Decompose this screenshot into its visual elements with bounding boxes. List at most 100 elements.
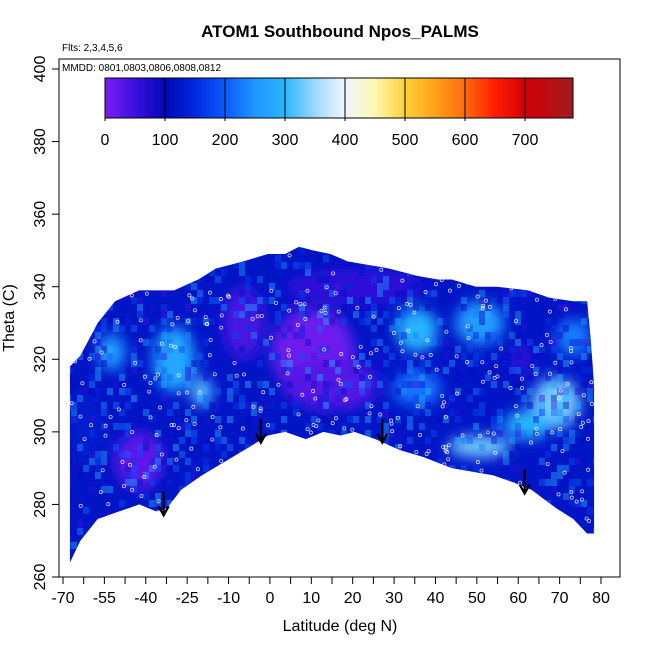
field-cell <box>383 311 389 318</box>
field-cell <box>215 248 221 255</box>
field-cell <box>185 479 191 486</box>
field-cell <box>479 479 485 486</box>
field-cell <box>377 283 383 290</box>
field-cell <box>71 255 77 262</box>
field-cell <box>479 493 485 500</box>
sample-marker <box>185 390 189 395</box>
field-cell <box>77 465 83 472</box>
field-cell <box>461 206 467 213</box>
field-cell <box>311 542 317 549</box>
field-cell <box>179 563 185 570</box>
field-cell <box>263 458 269 465</box>
field-cell <box>527 521 533 528</box>
field-cell <box>389 199 395 206</box>
sample-marker <box>130 430 135 434</box>
field-cell <box>71 451 77 458</box>
sample-marker <box>344 549 349 554</box>
field-cell <box>149 542 155 549</box>
field-cell <box>365 493 371 500</box>
sample-marker <box>249 525 254 530</box>
field-cell <box>353 227 359 234</box>
field-cell <box>299 234 305 241</box>
field-cell <box>365 262 371 269</box>
field-cell <box>59 521 65 528</box>
field-cell <box>503 213 509 220</box>
field-cell <box>167 549 173 556</box>
field-cell <box>95 528 101 535</box>
sample-marker <box>362 439 367 444</box>
field-cell <box>545 563 551 570</box>
field-cell <box>395 528 401 535</box>
field-cell <box>329 360 335 367</box>
field-cell <box>209 528 215 535</box>
field-cell <box>491 416 497 423</box>
field-cell <box>371 353 377 360</box>
field-cell <box>155 353 161 360</box>
field-cell <box>245 388 251 395</box>
field-cell <box>533 255 539 262</box>
field-cell <box>161 227 167 234</box>
sample-marker <box>333 291 338 296</box>
field-cell <box>557 206 563 213</box>
field-cell <box>395 318 401 325</box>
field-cell <box>329 381 335 388</box>
field-cell <box>101 458 107 465</box>
x-axis: -70 -55 -40 -25 -10 0 10 20 30 40 50 60 70 80 <box>51 576 620 607</box>
field-cell <box>581 353 587 360</box>
field-cell <box>431 493 437 500</box>
field-cell <box>401 311 407 318</box>
field-cell <box>527 535 533 542</box>
field-cell <box>365 437 371 444</box>
field-cell <box>167 325 173 332</box>
field-cell <box>155 213 161 220</box>
field-cell <box>575 416 581 423</box>
field-cell <box>179 246 185 248</box>
field-cell <box>257 311 263 318</box>
sample-marker <box>176 527 181 532</box>
field-cell <box>329 500 335 507</box>
field-cell <box>101 318 107 325</box>
field-cell <box>299 528 305 535</box>
sample-marker <box>443 448 448 453</box>
field-cell <box>335 360 341 367</box>
field-cell <box>485 521 491 528</box>
sample-marker <box>116 407 121 412</box>
field-cell <box>137 360 143 367</box>
sample-marker <box>433 268 438 273</box>
field-cell <box>497 507 503 514</box>
field-cell <box>557 332 563 339</box>
field-cell <box>323 402 329 409</box>
field-cell <box>431 227 437 234</box>
field-cell <box>407 283 413 290</box>
field-cell <box>473 283 479 290</box>
field-cell <box>83 360 89 367</box>
sample-marker <box>369 509 374 514</box>
field-cell <box>383 465 389 472</box>
field-cell <box>203 206 209 213</box>
field-cell <box>335 535 341 542</box>
field-cell <box>521 199 527 206</box>
field-cell <box>245 570 251 577</box>
field-cell <box>287 479 293 486</box>
sample-marker <box>398 444 403 449</box>
field-cell <box>491 367 497 374</box>
field-cell <box>347 416 353 423</box>
x-tick-label: 20 <box>344 590 362 607</box>
sample-marker <box>139 493 144 498</box>
field-cell <box>413 360 419 367</box>
field-cell <box>497 416 503 423</box>
field-cell <box>443 514 449 521</box>
field-cell <box>407 493 413 500</box>
field-cell <box>401 507 407 514</box>
field-cell <box>227 234 233 241</box>
field-cell <box>347 381 353 388</box>
field-cell <box>335 395 341 402</box>
field-cell <box>359 423 365 430</box>
field-cell <box>563 472 569 479</box>
field-cell <box>215 325 221 332</box>
dates-annotation: MMDD: 0801,0803,0806,0808,0812 <box>62 63 221 74</box>
field-cell <box>557 220 563 227</box>
field-cell <box>353 486 359 493</box>
field-cell <box>605 311 611 318</box>
field-cell <box>119 423 125 430</box>
